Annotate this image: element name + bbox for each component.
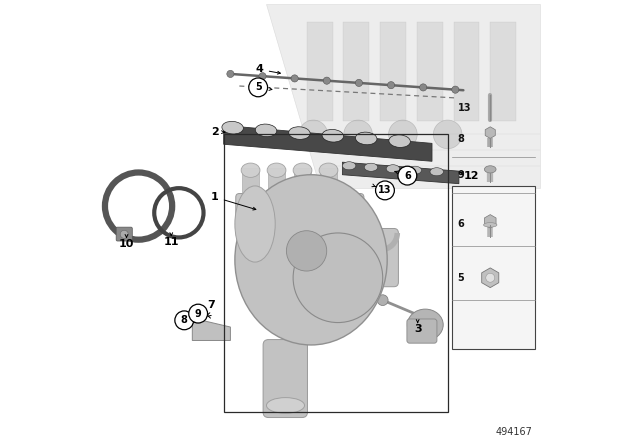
Circle shape [378, 295, 388, 306]
Text: 6: 6 [404, 171, 411, 181]
Circle shape [355, 79, 362, 86]
Circle shape [344, 120, 372, 149]
Ellipse shape [267, 163, 286, 177]
Ellipse shape [364, 163, 378, 171]
Polygon shape [223, 125, 432, 161]
FancyBboxPatch shape [116, 227, 132, 241]
Ellipse shape [241, 163, 260, 177]
Circle shape [120, 230, 128, 238]
Ellipse shape [266, 398, 305, 413]
FancyBboxPatch shape [263, 340, 307, 418]
Ellipse shape [319, 163, 338, 177]
Circle shape [249, 78, 268, 97]
Ellipse shape [355, 132, 377, 145]
Ellipse shape [255, 124, 276, 137]
Text: 494167: 494167 [496, 427, 532, 437]
Text: 11: 11 [163, 237, 179, 247]
Polygon shape [342, 162, 459, 184]
Bar [490, 22, 516, 121]
Circle shape [299, 120, 328, 149]
Text: 13: 13 [378, 185, 392, 195]
Text: 9: 9 [195, 309, 202, 319]
Ellipse shape [286, 231, 326, 271]
Text: 9: 9 [458, 170, 464, 180]
Circle shape [398, 166, 417, 185]
Ellipse shape [235, 175, 387, 345]
Text: 7: 7 [208, 300, 216, 310]
Text: 5: 5 [458, 273, 464, 283]
Text: 1: 1 [211, 192, 219, 202]
Circle shape [227, 70, 234, 78]
Ellipse shape [430, 168, 444, 176]
Circle shape [486, 273, 495, 282]
Bar [380, 22, 406, 121]
Circle shape [420, 84, 427, 91]
Text: 4: 4 [255, 65, 264, 74]
Bar [417, 22, 443, 121]
Polygon shape [192, 318, 230, 340]
Text: 6: 6 [458, 219, 464, 229]
Ellipse shape [386, 165, 399, 173]
Circle shape [452, 86, 459, 93]
Ellipse shape [322, 129, 344, 142]
Ellipse shape [389, 135, 410, 147]
Bar [269, 168, 285, 202]
Text: 10: 10 [119, 239, 134, 249]
Ellipse shape [484, 166, 496, 173]
Ellipse shape [293, 163, 312, 177]
Circle shape [388, 120, 417, 149]
FancyBboxPatch shape [236, 194, 364, 225]
Circle shape [291, 75, 298, 82]
Bar [343, 22, 369, 121]
Bar [223, 134, 448, 412]
Text: 8: 8 [181, 315, 188, 325]
Bar [452, 186, 535, 349]
Bar [454, 22, 479, 121]
Bar [294, 168, 310, 202]
Bar [321, 168, 337, 202]
Ellipse shape [408, 166, 422, 174]
Ellipse shape [407, 309, 443, 340]
Text: 13: 13 [458, 103, 471, 112]
Text: 5: 5 [255, 82, 262, 92]
Circle shape [323, 77, 330, 84]
Circle shape [259, 73, 266, 80]
Text: 12: 12 [463, 171, 479, 181]
Ellipse shape [222, 121, 243, 134]
FancyBboxPatch shape [362, 228, 398, 287]
Bar [307, 22, 333, 121]
Circle shape [376, 181, 394, 200]
Bar [243, 168, 259, 202]
Ellipse shape [293, 233, 383, 323]
Circle shape [175, 311, 194, 330]
Text: 3: 3 [414, 324, 422, 334]
Circle shape [433, 120, 462, 149]
FancyBboxPatch shape [407, 319, 437, 343]
Polygon shape [266, 4, 540, 188]
Ellipse shape [342, 162, 356, 170]
Text: 2: 2 [211, 127, 219, 137]
Circle shape [387, 82, 395, 89]
Ellipse shape [235, 186, 275, 262]
Circle shape [189, 304, 207, 323]
Ellipse shape [289, 127, 310, 139]
Text: 8: 8 [458, 134, 465, 144]
Ellipse shape [484, 223, 497, 227]
